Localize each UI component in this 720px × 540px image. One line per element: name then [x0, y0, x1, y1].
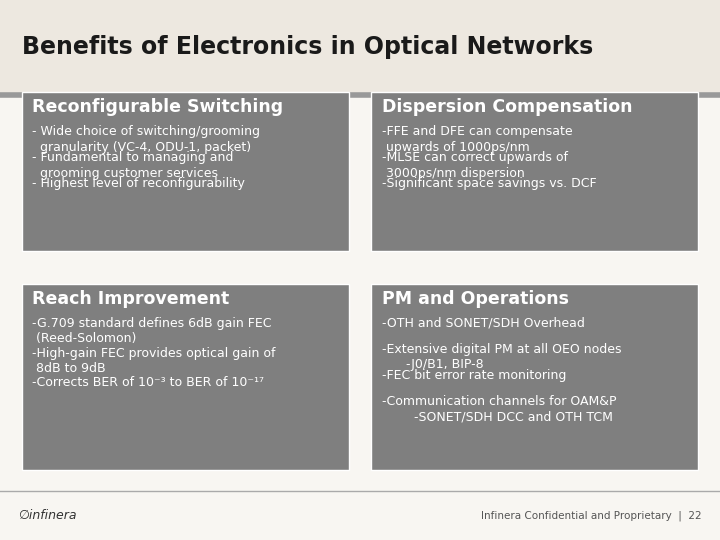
Text: Dispersion Compensation: Dispersion Compensation	[382, 98, 632, 116]
Text: -Communication channels for OAM&P
        -SONET/SDH DCC and OTH TCM: -Communication channels for OAM&P -SONET…	[382, 395, 616, 423]
FancyBboxPatch shape	[371, 92, 698, 251]
FancyBboxPatch shape	[0, 94, 720, 491]
Text: -Extensive digital PM at all OEO nodes
      -J0/B1, BIP-8: -Extensive digital PM at all OEO nodes -…	[382, 343, 621, 372]
FancyBboxPatch shape	[0, 0, 720, 94]
Text: -Significant space savings vs. DCF: -Significant space savings vs. DCF	[382, 177, 596, 190]
Text: PM and Operations: PM and Operations	[382, 290, 569, 308]
Text: Benefits of Electronics in Optical Networks: Benefits of Electronics in Optical Netwo…	[22, 35, 593, 59]
Text: -Corrects BER of 10⁻³ to BER of 10⁻¹⁷: -Corrects BER of 10⁻³ to BER of 10⁻¹⁷	[32, 376, 264, 389]
Text: ∅infinera: ∅infinera	[18, 509, 76, 522]
Text: - Highest level of reconfigurability: - Highest level of reconfigurability	[32, 177, 246, 190]
Text: -FEC bit error rate monitoring: -FEC bit error rate monitoring	[382, 369, 566, 382]
Text: -MLSE can correct upwards of
 3000ps/nm dispersion: -MLSE can correct upwards of 3000ps/nm d…	[382, 151, 567, 180]
Text: Infinera Confidential and Proprietary  |  22: Infinera Confidential and Proprietary | …	[482, 510, 702, 521]
FancyBboxPatch shape	[22, 92, 349, 251]
Text: -FFE and DFE can compensate
 upwards of 1000ps/nm: -FFE and DFE can compensate upwards of 1…	[382, 125, 572, 154]
Text: - Wide choice of switching/grooming
  granularity (VC-4, ODU-1, packet): - Wide choice of switching/grooming gran…	[32, 125, 261, 154]
Text: - Fundamental to managing and
  grooming customer services: - Fundamental to managing and grooming c…	[32, 151, 234, 180]
FancyBboxPatch shape	[22, 284, 349, 470]
Text: -G.709 standard defines 6dB gain FEC
 (Reed-Solomon): -G.709 standard defines 6dB gain FEC (Re…	[32, 317, 272, 346]
Text: Reconfigurable Switching: Reconfigurable Switching	[32, 98, 284, 116]
FancyBboxPatch shape	[371, 284, 698, 470]
FancyBboxPatch shape	[0, 491, 720, 540]
Text: Reach Improvement: Reach Improvement	[32, 290, 230, 308]
Text: -OTH and SONET/SDH Overhead: -OTH and SONET/SDH Overhead	[382, 317, 585, 330]
Text: -High-gain FEC provides optical gain of
 8dB to 9dB: -High-gain FEC provides optical gain of …	[32, 347, 276, 375]
